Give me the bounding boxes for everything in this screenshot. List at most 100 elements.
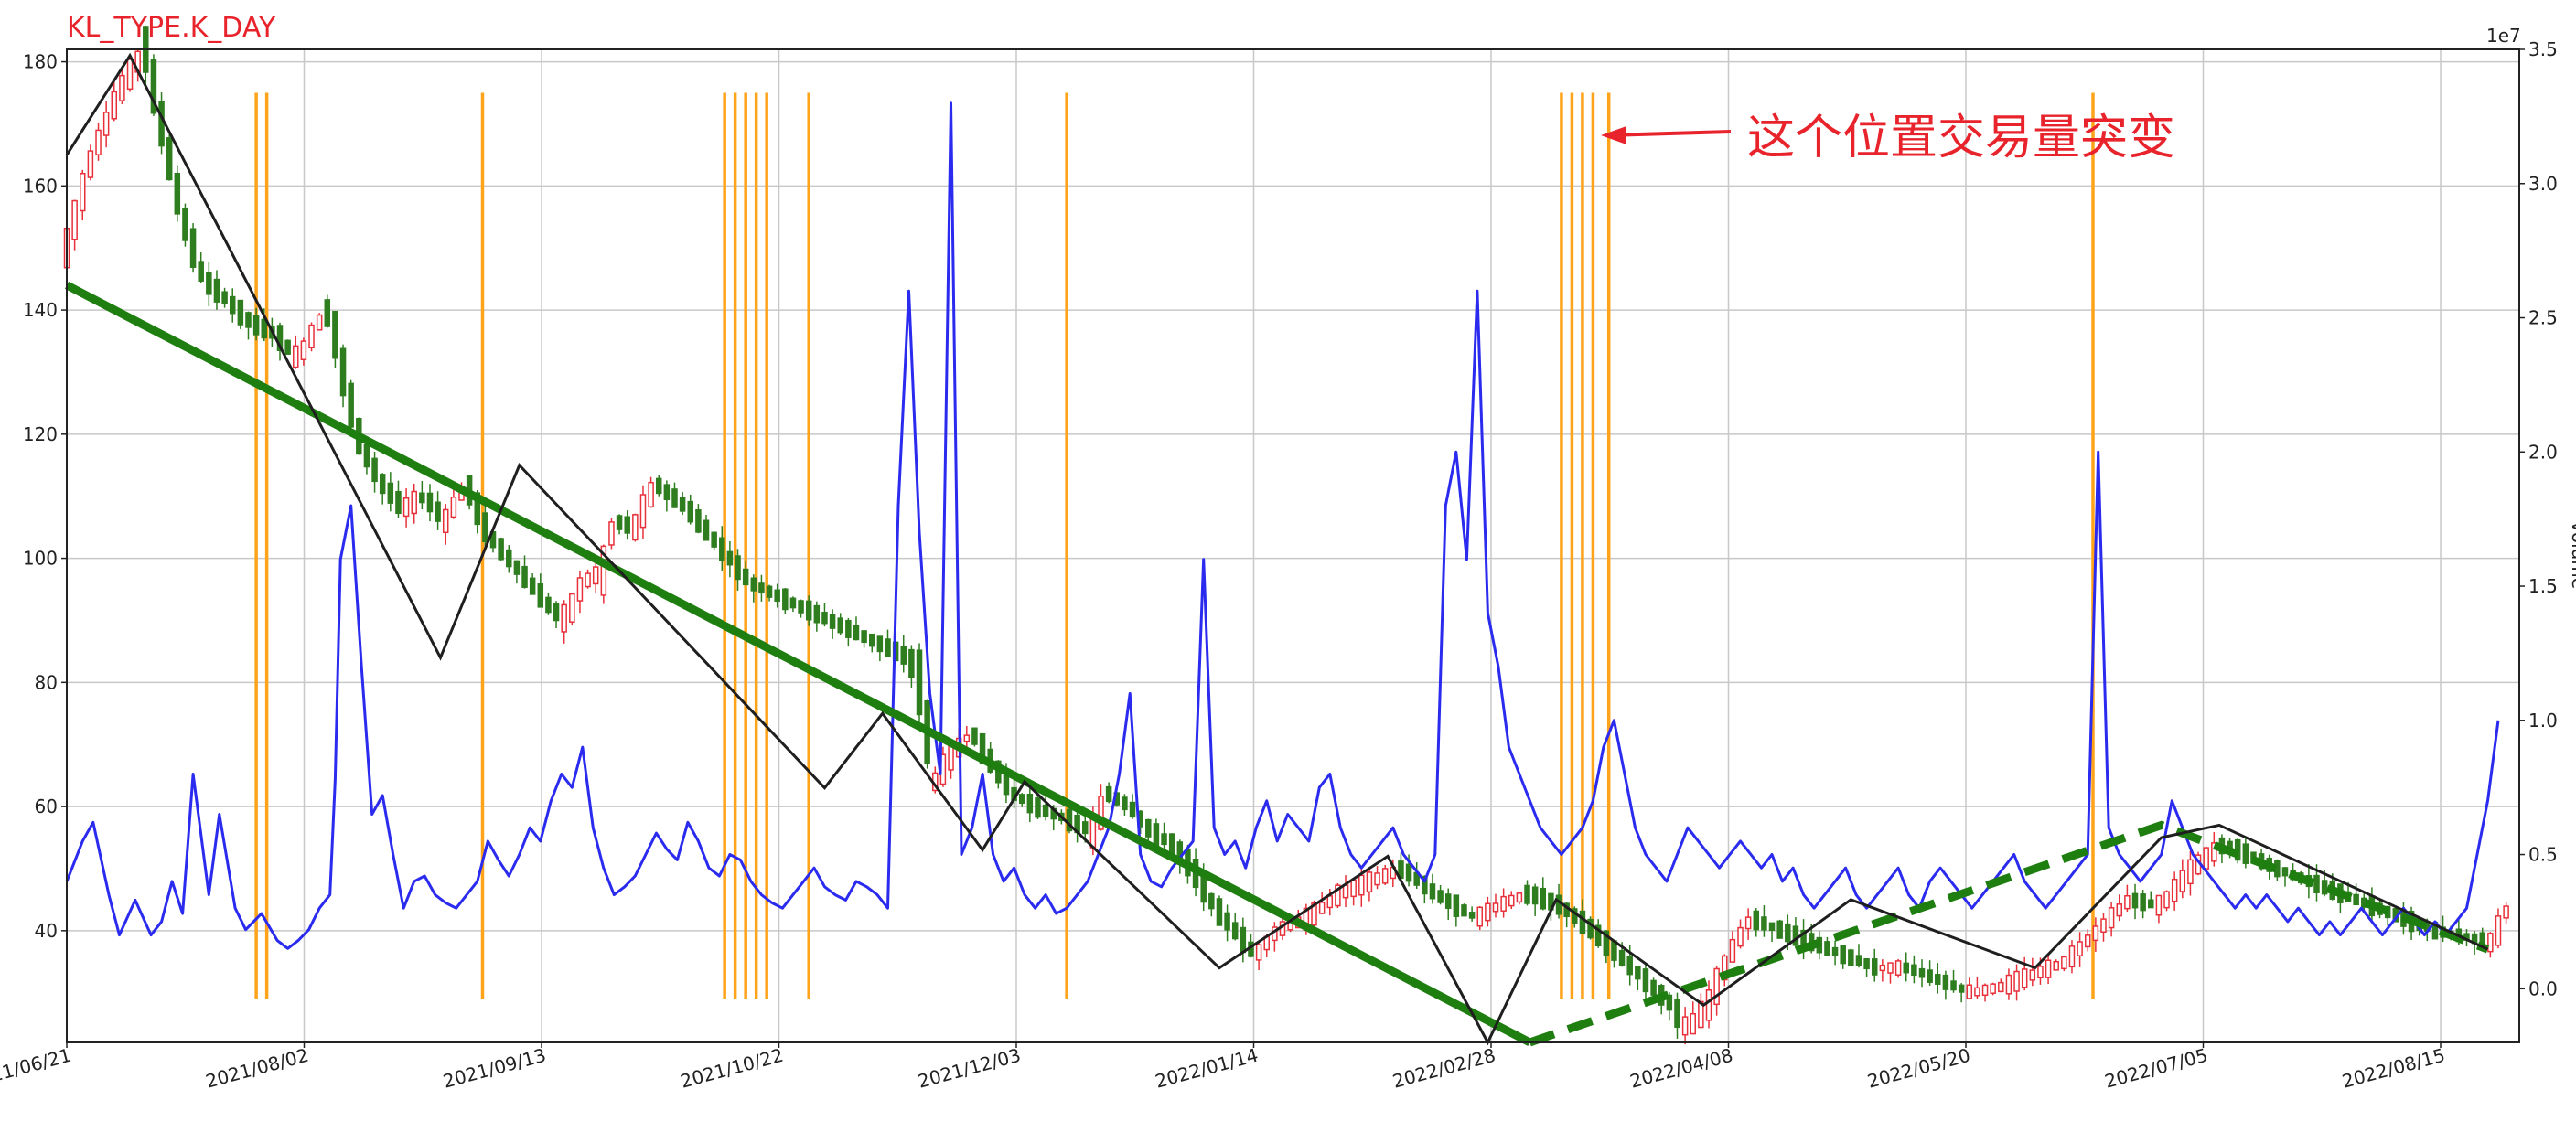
- annotation-arrow-head: [1601, 126, 1626, 144]
- candle-body-203: [1666, 994, 1673, 1011]
- candle-body-97: [829, 614, 836, 629]
- candle-body-172: [1422, 875, 1428, 895]
- candle-body-99: [845, 619, 852, 638]
- candle-body-65: [576, 577, 584, 602]
- candle-body-64: [569, 593, 575, 623]
- candle-body-215: [1761, 916, 1767, 931]
- candle-body-158: [1311, 902, 1317, 926]
- candle-body-159: [1318, 902, 1326, 914]
- candle-body-23: [245, 312, 252, 328]
- candle-body-39: [371, 457, 378, 483]
- candle-body-107: [908, 648, 915, 679]
- candle-body-28: [284, 339, 291, 355]
- candle-body-185: [1524, 884, 1530, 904]
- candle-body-261: [2124, 895, 2131, 910]
- candle-body-148: [1231, 922, 1239, 940]
- candle-body-29: [293, 345, 299, 368]
- candle-body-216: [1768, 922, 1776, 932]
- candle-body-163: [1350, 879, 1357, 898]
- candle-body-233: [1903, 962, 1909, 974]
- candle-body-181: [1492, 902, 1499, 913]
- candle-body-265: [2155, 894, 2163, 916]
- candle-body-48: [442, 508, 449, 534]
- trend-segments: [64, 281, 2490, 1047]
- candle-body-121: [1018, 794, 1025, 805]
- candle-body-94: [805, 600, 812, 621]
- candle-body-1: [71, 199, 78, 240]
- candle-body-309: [2503, 905, 2509, 919]
- candle-body-82: [711, 531, 717, 548]
- candle-body-175: [1444, 893, 1452, 909]
- candle-body-230: [1879, 964, 1886, 972]
- y-tick-label-0: 40: [35, 920, 58, 942]
- candle-body-45: [419, 492, 425, 504]
- candle-body-101: [861, 630, 867, 644]
- candle-body-72: [632, 514, 639, 541]
- candle-body-25: [261, 318, 267, 339]
- candle-body-55: [498, 538, 504, 561]
- candle-body-62: [553, 603, 560, 622]
- candle-body-204: [1674, 999, 1680, 1029]
- candle-body-194: [1594, 924, 1602, 947]
- candle-body-227: [1855, 955, 1862, 966]
- candle-body-272: [2211, 842, 2217, 862]
- candle-body-40: [379, 474, 386, 495]
- candle-body-22: [237, 299, 244, 326]
- candle-body-246: [2005, 974, 2012, 995]
- annotation: 这个位置交易量突变: [1601, 111, 2175, 166]
- candle-body-11: [150, 59, 157, 114]
- candle-body-211: [1729, 938, 1736, 963]
- candle-body-259: [2108, 907, 2115, 929]
- candle-body-239: [1950, 980, 1957, 991]
- candle-body-162: [1342, 884, 1349, 899]
- candle-body-180: [1485, 902, 1491, 922]
- candle-body-24: [252, 315, 260, 336]
- candle-body-46: [426, 492, 434, 513]
- candle-body-8: [126, 59, 134, 91]
- y-tick-label-6: 160: [23, 175, 58, 197]
- grid-lines: [66, 49, 2519, 1042]
- candle-body-58: [521, 565, 528, 588]
- candle-body-27: [276, 325, 284, 351]
- candle-body-76: [663, 484, 671, 500]
- candle-body-20: [221, 291, 228, 304]
- candle-body-256: [2084, 934, 2091, 948]
- candle-body-271: [2203, 847, 2209, 870]
- candle-body-104: [885, 638, 891, 657]
- candle-body-21: [229, 295, 236, 315]
- candle-body-31: [308, 324, 315, 348]
- y2-axis-ticks: 0.0 0.5 1.0 1.5 2.0 2.5 3.0 3.5: [2519, 38, 2558, 999]
- candle-body-33: [324, 299, 331, 327]
- candle-body-231: [1887, 962, 1894, 974]
- candle-body-103: [876, 635, 884, 653]
- y-tick-label-1: 60: [35, 796, 58, 817]
- candle-body-44: [411, 490, 417, 515]
- chart-title: KL_TYPE.K_DAY: [67, 12, 276, 44]
- candle-body-195: [1603, 930, 1610, 956]
- candle-body-173: [1429, 883, 1436, 900]
- candle-body-100: [853, 625, 860, 641]
- candle-body-75: [655, 477, 662, 495]
- candle-body-79: [687, 500, 694, 523]
- candle-body-161: [1335, 884, 1341, 907]
- candle-body-129: [1081, 821, 1089, 835]
- candle-body-19: [213, 278, 220, 303]
- candle-body-213: [1744, 916, 1752, 930]
- y2-tick-label-1: 0.5: [2528, 844, 2558, 866]
- candle-body-96: [821, 612, 828, 625]
- candle-body-131: [1098, 796, 1104, 830]
- candle-body-3: [87, 150, 94, 178]
- candle-body-160: [1326, 895, 1334, 909]
- candle-body-12: [158, 101, 165, 147]
- candle-body-83: [719, 537, 725, 561]
- candle-body-122: [1026, 793, 1034, 814]
- candle-body-140: [1168, 833, 1175, 855]
- candle-body-206: [1690, 1012, 1696, 1035]
- y-axis-ticks: 40 60 80 100 120 140 160 180: [23, 51, 67, 942]
- candle-body-63: [561, 603, 567, 633]
- y2-tick-label-0: 0.0: [2528, 977, 2558, 999]
- candle-body-281: [2281, 867, 2289, 877]
- candle-body-137: [1145, 818, 1152, 838]
- candle-body-205: [1681, 1016, 1689, 1036]
